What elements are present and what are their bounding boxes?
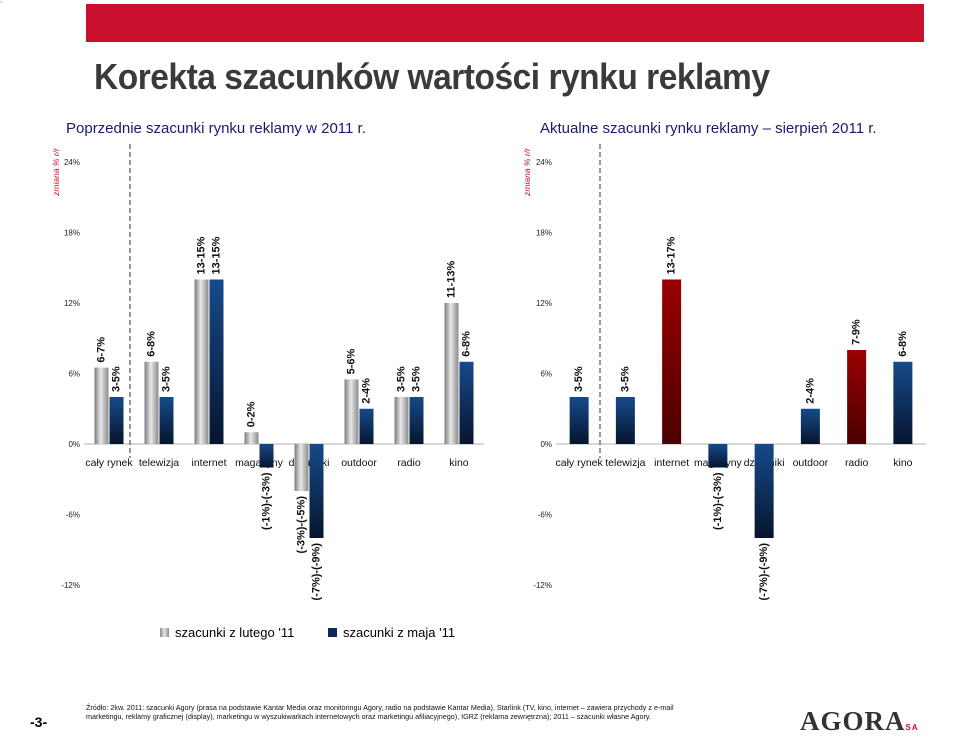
data-label-may: 13-15% — [211, 236, 223, 274]
data-label-august: 3-5% — [619, 366, 631, 392]
data-label-may: 6-8% — [461, 331, 473, 357]
bar-august — [662, 279, 682, 444]
agora-logo: AGORASA — [800, 706, 919, 736]
y-tick-label: 12% — [64, 299, 80, 308]
page-number: -3- — [30, 714, 48, 730]
data-label-august: (-7%)-(-9%) — [758, 543, 770, 601]
category-label: internet — [191, 457, 226, 469]
data-label-may: 3-5% — [161, 366, 173, 392]
category-label: telewizja — [605, 457, 645, 469]
category-label: outdoor — [793, 457, 829, 469]
legend-item-february: szacunki z lutego '11 — [160, 625, 294, 640]
category-label: internet — [654, 457, 689, 469]
bar-august — [615, 397, 635, 444]
data-label-february: 6-7% — [96, 337, 108, 363]
bar-may — [409, 397, 424, 444]
y-tick-label: -12% — [533, 581, 552, 590]
y-tick-label: 18% — [64, 229, 80, 238]
bar-february — [144, 361, 159, 444]
category-label: outdoor — [341, 457, 377, 469]
bar-may — [109, 397, 124, 444]
y-tick-label: -12% — [61, 581, 80, 590]
data-label-august: 13-17% — [666, 236, 678, 274]
y-tick-label: 24% — [536, 158, 552, 167]
y-axis-label: zmiana % r/r — [522, 147, 532, 197]
data-label-february: 0-2% — [246, 401, 258, 427]
y-tick-label: 0% — [68, 440, 80, 449]
data-label-may: (-1%)-(-3%) — [261, 472, 273, 530]
y-tick-label: 0% — [540, 440, 552, 449]
bar-august — [569, 397, 589, 444]
data-label-august: 6-8% — [897, 331, 909, 357]
bar-february — [244, 432, 259, 444]
bar-august — [800, 408, 820, 444]
data-label-february: 13-15% — [196, 236, 208, 274]
bar-may — [359, 408, 374, 444]
bar-february — [394, 397, 409, 444]
bar-may — [159, 397, 174, 444]
bar-august — [893, 361, 913, 444]
data-label-august: 7-9% — [851, 319, 863, 345]
data-label-february: 5-6% — [346, 348, 358, 374]
y-tick-label: 18% — [536, 229, 552, 238]
y-axis-label: zmiana % r/r — [51, 147, 61, 197]
legend-label-may: szacunki z maja '11 — [343, 625, 456, 640]
data-label-february: (-3%)-(-5%) — [296, 496, 308, 554]
bar-february — [294, 444, 309, 491]
category-label: cały rynek — [555, 457, 603, 469]
y-tick-label: 6% — [540, 370, 552, 379]
y-tick-label: 12% — [536, 299, 552, 308]
data-label-may: 3-5% — [411, 366, 423, 392]
data-label-august: 3-5% — [573, 366, 585, 392]
y-tick-label: -6% — [538, 511, 552, 520]
category-label: radio — [397, 457, 421, 469]
legend-item-may: szacunki z maja '11 — [328, 625, 455, 640]
data-label-august: 2-4% — [804, 378, 816, 404]
source-footnote: Źródło: 2kw. 2011: szacunki Agory (prasa… — [86, 703, 674, 721]
legend-swatch-navy — [328, 628, 337, 637]
bar-may — [209, 279, 224, 444]
subtitle-previous: Poprzednie szacunki rynku reklamy w 2011… — [66, 120, 366, 137]
category-label: cały rynek — [85, 457, 133, 469]
bar-may — [259, 444, 274, 468]
category-label: kino — [893, 457, 912, 469]
category-label: magazyny — [235, 457, 284, 469]
data-label-february: 3-5% — [396, 366, 408, 392]
category-label: kino — [449, 457, 468, 469]
charts-canvas: 24% 18% 12% 6% 0% -6% -12% zmiana % r/r cały ryn… — [51, 144, 926, 601]
top-accent-bar — [86, 4, 924, 42]
bar-august — [708, 444, 728, 468]
corner-mark: ` — [0, 0, 3, 10]
bar-february — [94, 367, 109, 444]
bar-february — [444, 303, 459, 444]
data-label-february: 6-8% — [146, 331, 158, 357]
data-label-may: 2-4% — [361, 378, 373, 404]
data-label-august: (-1%)-(-3%) — [712, 472, 724, 530]
category-label: telewizja — [139, 457, 179, 469]
y-tick-label: -6% — [66, 511, 80, 520]
bar-may — [309, 444, 324, 538]
y-tick-label: 24% — [64, 158, 80, 167]
bar-august — [754, 444, 774, 538]
legend-label-february: szacunki z lutego '11 — [175, 625, 295, 640]
bar-february — [194, 279, 209, 444]
bar-may — [459, 361, 474, 444]
data-label-may: (-7%)-(-9%) — [311, 543, 323, 601]
bar-february — [344, 379, 359, 444]
subtitle-current: Aktualne szacunki rynku reklamy – sierpi… — [540, 120, 877, 137]
data-label-may: 3-5% — [111, 366, 123, 392]
bar-august — [847, 350, 867, 444]
category-label: radio — [845, 457, 869, 469]
y-tick-label: 6% — [68, 370, 80, 379]
slide-title: Korekta szacunków wartości rynku reklamy — [94, 56, 770, 97]
legend-swatch-grey — [160, 628, 169, 637]
data-label-february: 11-13% — [446, 260, 458, 298]
